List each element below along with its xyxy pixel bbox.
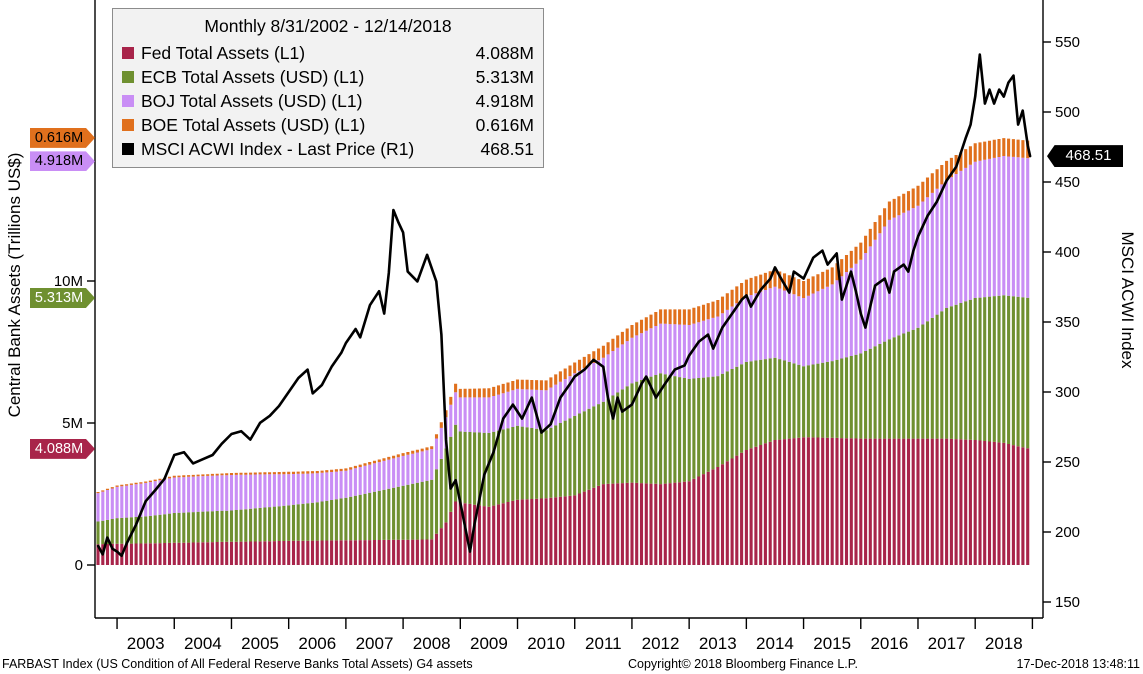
x-axis-year-label: 2013 [699, 634, 737, 653]
legend-value: 4.918M [475, 90, 534, 111]
x-axis-year-label: 2014 [756, 634, 794, 653]
boj-swatch-icon [122, 95, 134, 107]
fed-swatch-icon [122, 47, 134, 59]
x-axis-year-label: 2003 [127, 634, 165, 653]
msci-swatch-icon [122, 143, 134, 155]
x-axis-year-label: 2009 [470, 634, 508, 653]
legend-item-boe[interactable]: BOE Total Assets (USD) (L1) 0.616M [122, 113, 534, 137]
footer: FARBAST Index (US Condition of All Feder… [0, 657, 1143, 673]
x-axis-year-label: 2017 [928, 634, 966, 653]
right-axis-tick-label: 300 [1055, 384, 1080, 401]
legend-label: BOE Total Assets (USD) (L1) [141, 114, 366, 135]
x-axis-year-label: 2004 [184, 634, 222, 653]
x-axis-year-label: 2015 [813, 634, 851, 653]
left-axis-tick-label: 0 [75, 557, 83, 574]
footer-source-note: FARBAST Index (US Condition of All Feder… [2, 657, 473, 671]
right-axis-tick-label: 400 [1055, 244, 1080, 261]
legend-value: 468.51 [480, 138, 534, 159]
legend-label: Fed Total Assets (L1) [141, 42, 306, 63]
legend-value: 4.088M [475, 42, 534, 63]
axis-badge-ecb: 5.313M [30, 288, 95, 308]
legend-item-ecb[interactable]: ECB Total Assets (USD) (L1) 5.313M [122, 65, 534, 89]
x-axis-year-label: 2012 [642, 634, 680, 653]
bars-fed [96, 437, 1030, 565]
boe-swatch-icon [122, 119, 134, 131]
legend-label: ECB Total Assets (USD) (L1) [141, 66, 365, 87]
right-axis-tick-label: 450 [1055, 174, 1080, 191]
x-axis-year-label: 2011 [585, 634, 622, 653]
left-axis-tick-label: 5M [62, 415, 83, 432]
axes: 0 5M 10M 150 200 250 300 350 400 450 500 550 2003 200… [54, 0, 1080, 653]
bars-boe [96, 138, 1030, 494]
left-axis-tick-label: 10M [54, 273, 83, 290]
legend-label: BOJ Total Assets (USD) (L1) [141, 90, 363, 111]
x-axis-year-label: 2005 [241, 634, 279, 653]
x-axis-year-label: 2010 [527, 634, 565, 653]
right-axis-tick-label: 150 [1055, 594, 1080, 611]
x-axis-year-label: 2007 [356, 634, 394, 653]
right-axis-tick-label: 550 [1055, 34, 1080, 51]
right-axis-tick-label: 250 [1055, 454, 1080, 471]
footer-copyright: Copyright© 2018 Bloomberg Finance L.P. [628, 657, 858, 671]
bars-boj [96, 156, 1030, 522]
legend-item-msci[interactable]: MSCI ACWI Index - Last Price (R1) 468.51 [122, 137, 534, 161]
x-axis-year-label: 2018 [985, 634, 1023, 653]
axis-badge-fed: 4.088M [30, 438, 95, 459]
legend-item-fed[interactable]: Fed Total Assets (L1) 4.088M [122, 41, 534, 65]
legend-value: 0.616M [475, 114, 534, 135]
x-axis-year-label: 2008 [413, 634, 451, 653]
footer-timestamp: 17-Dec-2018 13:48:11 [1016, 657, 1140, 671]
axis-badge-boe: 0.616M [30, 127, 95, 148]
legend-box: Monthly 8/31/2002 - 12/14/2018 Fed Total… [112, 8, 544, 168]
legend-item-boj[interactable]: BOJ Total Assets (USD) (L1) 4.918M [122, 89, 534, 113]
bars-ecb [96, 295, 1030, 545]
axis-badge-msci: 468.51 [1047, 145, 1123, 168]
axis-badge-boj: 4.918M [30, 151, 95, 172]
right-axis-tick-label: 200 [1055, 524, 1080, 541]
right-axis-tick-label: 350 [1055, 314, 1080, 331]
ecb-swatch-icon [122, 71, 134, 83]
right-axis-tick-label: 500 [1055, 104, 1080, 121]
msci-line [96, 53, 1032, 558]
legend-title: Monthly 8/31/2002 - 12/14/2018 [204, 16, 452, 36]
x-axis-year-label: 2006 [298, 634, 336, 653]
legend-value: 5.313M [475, 66, 534, 87]
left-axis-title: Central Bank Assets (Trillions US$) [5, 152, 24, 418]
right-axis-title: MSCI ACWI Index [1118, 231, 1137, 369]
x-axis-year-label: 2016 [870, 634, 908, 653]
legend-label: MSCI ACWI Index - Last Price (R1) [141, 138, 415, 159]
